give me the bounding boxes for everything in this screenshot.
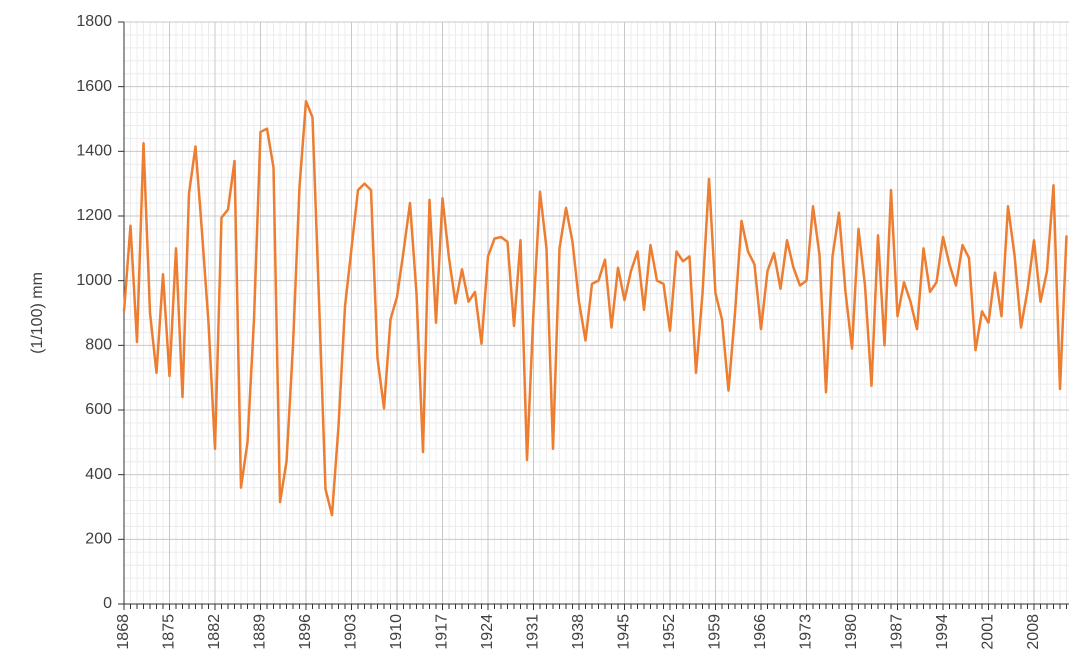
y-tick-label: 0 <box>103 595 112 612</box>
x-tick-label: 1903 <box>343 614 360 650</box>
y-tick-label: 800 <box>85 337 112 354</box>
y-tick-label: 1600 <box>76 78 112 95</box>
x-tick-label: 1910 <box>388 614 405 650</box>
y-tick-label: 1800 <box>76 13 112 30</box>
x-tick-label: 2001 <box>980 614 997 650</box>
x-tick-label: 1987 <box>889 614 906 650</box>
y-tick-label: 1000 <box>76 272 112 289</box>
x-tick-label: 1924 <box>479 614 496 650</box>
x-tick-label: 1875 <box>161 614 178 650</box>
x-tick-label: 1952 <box>661 614 678 650</box>
x-tick-label: 1882 <box>206 614 223 650</box>
x-tick-label: 1931 <box>525 614 542 650</box>
y-tick-label: 1200 <box>76 207 112 224</box>
y-axis-label: (1/100) mm <box>29 272 46 354</box>
x-tick-label: 1966 <box>752 614 769 650</box>
y-tick-label: 400 <box>85 466 112 483</box>
x-tick-label: 1889 <box>252 614 269 650</box>
x-tick-label: 1994 <box>934 614 951 650</box>
y-tick-label: 600 <box>85 401 112 418</box>
x-tick-label: 1896 <box>297 614 314 650</box>
x-tick-label: 1868 <box>115 614 132 650</box>
x-tick-label: 1973 <box>798 614 815 650</box>
y-tick-label: 1400 <box>76 143 112 160</box>
x-tick-label: 1917 <box>434 614 451 650</box>
y-tick-label: 200 <box>85 531 112 548</box>
data-line <box>122 99 1068 517</box>
x-tick-label: 1980 <box>843 614 860 650</box>
x-tick-label: 2008 <box>1025 614 1042 650</box>
x-tick-label: 1938 <box>570 614 587 650</box>
x-tick-label: 1959 <box>707 614 724 650</box>
x-tick-label: 1945 <box>616 614 633 650</box>
